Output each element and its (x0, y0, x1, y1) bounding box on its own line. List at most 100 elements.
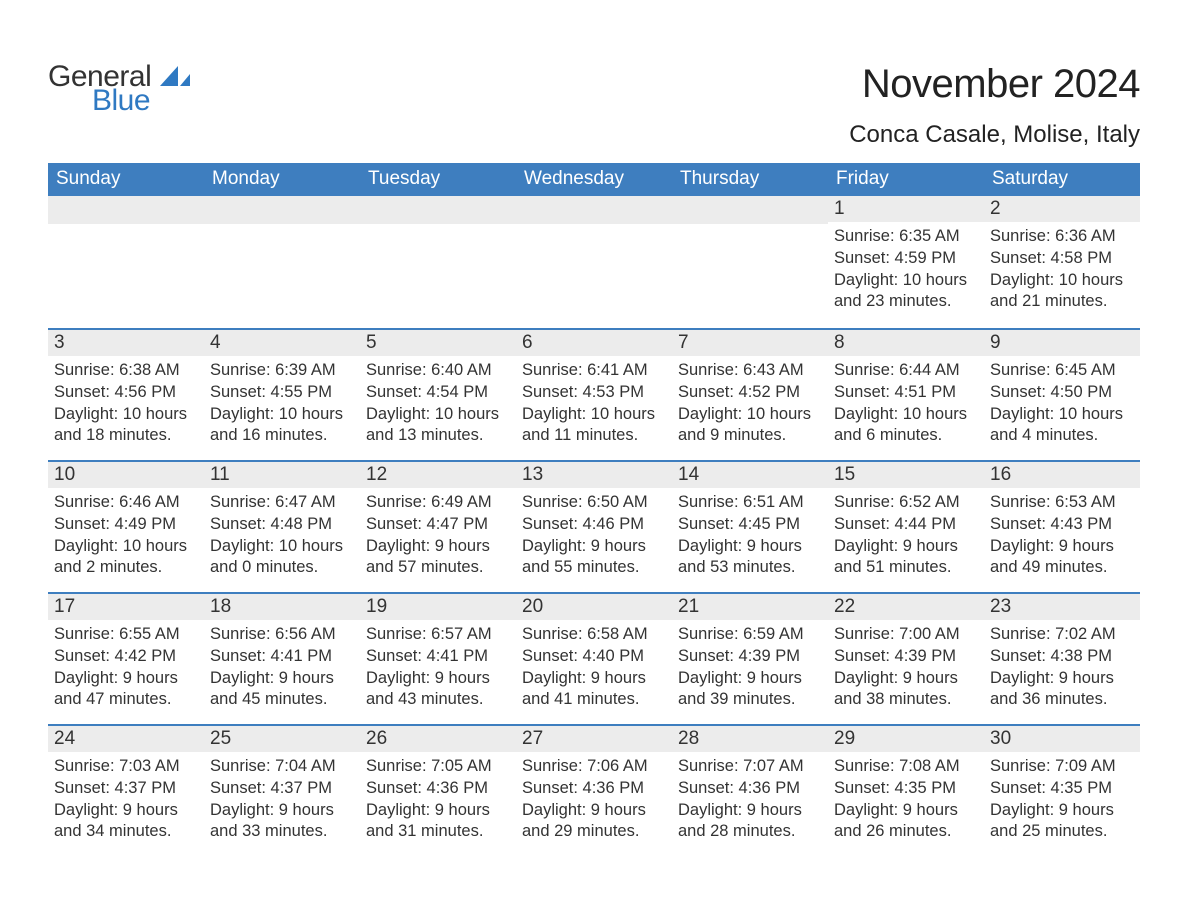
day-number-bar: 9 (984, 328, 1140, 356)
sunset-line: Sunset: 4:59 PM (834, 248, 978, 270)
daylight-line-1: Daylight: 9 hours (54, 668, 198, 690)
sunset-line: Sunset: 4:40 PM (522, 646, 666, 668)
calendar-week-row: 24Sunrise: 7:03 AMSunset: 4:37 PMDayligh… (48, 724, 1140, 856)
daylight-line-1: Daylight: 9 hours (990, 800, 1134, 822)
sunset-line: Sunset: 4:37 PM (210, 778, 354, 800)
sunrise-line: Sunrise: 6:56 AM (210, 624, 354, 646)
sunset-line: Sunset: 4:38 PM (990, 646, 1134, 668)
day-number: 4 (210, 332, 221, 353)
daylight-line-1: Daylight: 9 hours (366, 668, 510, 690)
day-number: 1 (834, 198, 845, 219)
day-number: 22 (834, 596, 855, 617)
calendar-day-cell: 17Sunrise: 6:55 AMSunset: 4:42 PMDayligh… (48, 592, 204, 724)
month-title: November 2024 (849, 62, 1140, 107)
sunrise-line: Sunrise: 7:09 AM (990, 756, 1134, 778)
sunrise-line: Sunrise: 6:41 AM (522, 360, 666, 382)
day-number: 3 (54, 332, 65, 353)
sunrise-line: Sunrise: 6:58 AM (522, 624, 666, 646)
sunrise-line: Sunrise: 6:53 AM (990, 492, 1134, 514)
day-number: 14 (678, 464, 699, 485)
calendar-day-cell: 29Sunrise: 7:08 AMSunset: 4:35 PMDayligh… (828, 724, 984, 856)
day-number: 10 (54, 464, 75, 485)
day-body: Sunrise: 7:07 AMSunset: 4:36 PMDaylight:… (672, 752, 828, 843)
day-number-bar: 13 (516, 460, 672, 488)
day-number: 26 (366, 728, 387, 749)
day-number: 24 (54, 728, 75, 749)
calendar-day-cell: 19 Sunrise: 6:57 AMSunset: 4:41 PMDayligh… (360, 592, 516, 724)
calendar-day-cell: 18Sunrise: 6:56 AMSunset: 4:41 PMDayligh… (204, 592, 360, 724)
day-body: Sunrise: 6:53 AMSunset: 4:43 PMDaylight:… (984, 488, 1140, 579)
sunset-line: Sunset: 4:50 PM (990, 382, 1134, 404)
sunrise-line: Sunrise: 7:02 AM (990, 624, 1134, 646)
calendar-day-cell: 26 Sunrise: 7:05 AMSunset: 4:36 PMDayligh… (360, 724, 516, 856)
day-number-bar: 1 (828, 196, 984, 222)
sunrise-line: Sunrise: 6:40 AM (366, 360, 510, 382)
calendar-day-cell: 24Sunrise: 7:03 AMSunset: 4:37 PMDayligh… (48, 724, 204, 856)
sunrise-line: Sunrise: 6:50 AM (522, 492, 666, 514)
daylight-line-1: Daylight: 10 hours (210, 536, 354, 558)
daylight-line-2: and 49 minutes. (990, 557, 1134, 579)
calendar-day-cell: 21Sunrise: 6:59 AMSunset: 4:39 PMDayligh… (672, 592, 828, 724)
day-number: 30 (990, 728, 1011, 749)
calendar-table: SundayMondayTuesdayWednesdayThursdayFrid… (48, 163, 1140, 856)
daylight-line-1: Daylight: 9 hours (678, 800, 822, 822)
day-number-bar: 26 (360, 724, 516, 752)
sunset-line: Sunset: 4:54 PM (366, 382, 510, 404)
sunrise-line: Sunrise: 6:55 AM (54, 624, 198, 646)
daylight-line-1: Daylight: 9 hours (834, 800, 978, 822)
day-number: 19 (366, 596, 387, 617)
day-number-bar: 29 (828, 724, 984, 752)
calendar-day-cell: 16 Sunrise: 6:53 AMSunset: 4:43 PMDayligh… (984, 460, 1140, 592)
day-number-bar: 24 (48, 724, 204, 752)
sunset-line: Sunset: 4:51 PM (834, 382, 978, 404)
sunrise-line: Sunrise: 7:00 AM (834, 624, 978, 646)
day-body: Sunrise: 6:38 AMSunset: 4:56 PMDaylight:… (48, 356, 204, 447)
sunset-line: Sunset: 4:36 PM (522, 778, 666, 800)
day-body: Sunrise: 7:06 AMSunset: 4:36 PMDaylight:… (516, 752, 672, 843)
sunset-line: Sunset: 4:35 PM (834, 778, 978, 800)
sunset-line: Sunset: 4:56 PM (54, 382, 198, 404)
sunrise-line: Sunrise: 7:04 AM (210, 756, 354, 778)
calendar-day-cell: 25Sunrise: 7:04 AMSunset: 4:37 PMDayligh… (204, 724, 360, 856)
daylight-line-2: and 36 minutes. (990, 689, 1134, 711)
sunrise-line: Sunrise: 6:36 AM (990, 226, 1134, 248)
calendar-page: General Blue November 2024 Conca Casale,… (0, 0, 1188, 896)
day-header: Monday (204, 163, 360, 196)
calendar-day-cell: 22Sunrise: 7:00 AMSunset: 4:39 PMDayligh… (828, 592, 984, 724)
day-body: Sunrise: 6:57 AMSunset: 4:41 PMDaylight:… (360, 620, 516, 711)
sunrise-line: Sunrise: 6:52 AM (834, 492, 978, 514)
day-header: Saturday (984, 163, 1140, 196)
day-body: Sunrise: 7:05 AMSunset: 4:36 PMDaylight:… (360, 752, 516, 843)
day-header-label: Thursday (680, 168, 759, 189)
sunrise-line: Sunrise: 6:46 AM (54, 492, 198, 514)
empty-day-bar (672, 196, 828, 224)
logo-text-blue: Blue (92, 86, 190, 116)
daylight-line-2: and 13 minutes. (366, 425, 510, 447)
sunset-line: Sunset: 4:39 PM (678, 646, 822, 668)
day-number: 16 (990, 464, 1011, 485)
daylight-line-1: Daylight: 10 hours (54, 536, 198, 558)
day-body: Sunrise: 6:43 AMSunset: 4:52 PMDaylight:… (672, 356, 828, 447)
day-number: 12 (366, 464, 387, 485)
day-number-bar: 10 (48, 460, 204, 488)
calendar-day-cell: 6Sunrise: 6:41 AMSunset: 4:53 PMDaylight… (516, 328, 672, 460)
sunset-line: Sunset: 4:43 PM (990, 514, 1134, 536)
day-number-bar: 21 (672, 592, 828, 620)
sunset-line: Sunset: 4:45 PM (678, 514, 822, 536)
calendar-day-cell: 4Sunrise: 6:39 AMSunset: 4:55 PMDaylight… (204, 328, 360, 460)
day-header: Sunday (48, 163, 204, 196)
daylight-line-1: Daylight: 9 hours (522, 536, 666, 558)
calendar-day-cell: 30Sunrise: 7:09 AMSunset: 4:35 PMDayligh… (984, 724, 1140, 856)
daylight-line-2: and 11 minutes. (522, 425, 666, 447)
sunrise-line: Sunrise: 6:49 AM (366, 492, 510, 514)
daylight-line-2: and 57 minutes. (366, 557, 510, 579)
daylight-line-2: and 16 minutes. (210, 425, 354, 447)
day-number: 28 (678, 728, 699, 749)
day-number-bar: 15 (828, 460, 984, 488)
sunset-line: Sunset: 4:46 PM (522, 514, 666, 536)
day-number-bar: 5 (360, 328, 516, 356)
sunrise-line: Sunrise: 6:35 AM (834, 226, 978, 248)
calendar-empty-cell (360, 196, 516, 328)
day-number: 20 (522, 596, 543, 617)
sunrise-line: Sunrise: 6:39 AM (210, 360, 354, 382)
